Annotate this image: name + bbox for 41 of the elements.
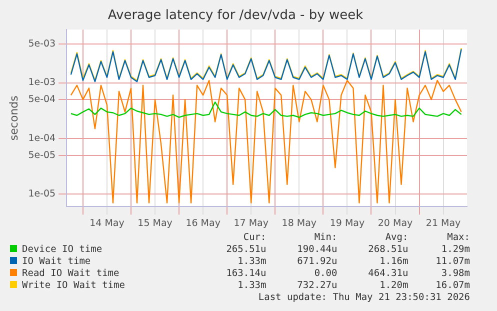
text: 3.98m <box>440 268 470 280</box>
text: 732.27u <box>296 280 338 292</box>
y-tick-label: 5e-05 <box>28 150 56 161</box>
x-tick-label: 17 May <box>234 218 269 229</box>
text: Avg: <box>384 232 408 244</box>
text: 190.44u <box>296 244 338 256</box>
text: 163.14u <box>225 268 266 280</box>
legend-label: Device IO time <box>21 244 104 256</box>
y-tick-label: 1e-05 <box>28 188 56 200</box>
y-tick-label: 1e-04 <box>28 132 56 144</box>
text: Last update: Thu May 21 23:50:31 2026 <box>257 292 470 304</box>
legend-label: IO Wait time <box>21 256 92 268</box>
text: 1.33m <box>236 256 266 268</box>
text: 464.31u <box>367 268 408 280</box>
x-tick-label: 15 May <box>138 218 173 229</box>
text: 265.51u <box>225 244 266 256</box>
text: 671.92u <box>296 256 338 268</box>
legend-label: Write IO Wait time <box>21 280 126 292</box>
y-axis-title: seconds <box>7 95 20 141</box>
text: 1.16m <box>378 256 408 268</box>
text: 0.00 <box>313 268 338 280</box>
text: 16.07m <box>434 280 470 292</box>
text: 1.20m <box>378 280 408 292</box>
y-tick-label: 5e-04 <box>28 94 56 106</box>
text: Min: <box>313 232 338 244</box>
x-tick-label: 20 May <box>378 218 414 229</box>
text: 1.33m <box>236 280 266 292</box>
x-tick-label: 18 May <box>282 218 317 229</box>
y-tick-label: 5e-03 <box>28 38 56 50</box>
legend-label: Read IO Wait time <box>21 268 120 280</box>
x-tick-label: 14 May <box>90 218 125 229</box>
x-tick-label: 19 May <box>330 218 365 229</box>
chart-title: Average latency for /dev/vda - by week <box>108 8 364 24</box>
text: 11.07m <box>434 256 470 268</box>
y-tick-label: 1e-03 <box>28 77 56 88</box>
text: 1.29m <box>440 244 470 256</box>
text: Cur: <box>242 232 266 244</box>
text: 268.51u <box>367 244 408 256</box>
x-tick-label: 21 May <box>426 218 462 229</box>
x-tick-label: 16 May <box>186 218 221 229</box>
text: Max: <box>446 232 470 244</box>
